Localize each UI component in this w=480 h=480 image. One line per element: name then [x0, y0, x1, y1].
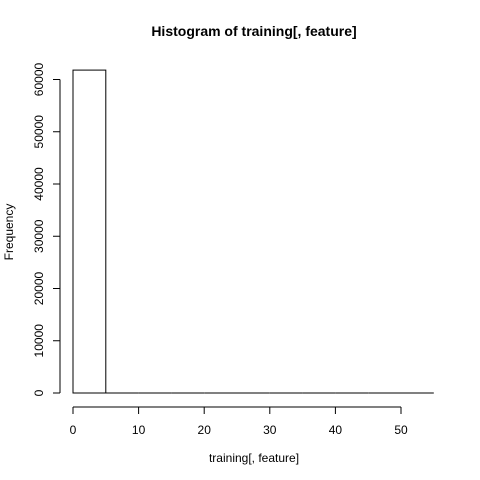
x-tick-label: 0: [70, 423, 77, 437]
histogram-bars: [73, 70, 434, 393]
x-axis: 0 10 20 30 40 50: [70, 407, 408, 437]
y-tick-label: 40000: [32, 167, 46, 201]
chart-title: Histogram of training[, feature]: [151, 23, 356, 39]
x-tick-label: 50: [394, 423, 408, 437]
x-tick-label: 20: [198, 423, 212, 437]
histogram-bar: [73, 70, 106, 393]
y-axis: 0 10000 20000 30000 40000 50000 60000: [32, 62, 60, 396]
x-tick-label: 10: [132, 423, 146, 437]
y-tick-label: 0: [32, 389, 46, 396]
x-tick-label: 30: [263, 423, 277, 437]
y-tick-label: 50000: [32, 115, 46, 149]
y-tick-label: 30000: [32, 219, 46, 253]
y-tick-label: 60000: [32, 62, 46, 96]
x-tick-label: 40: [329, 423, 343, 437]
y-axis-label: Frequency: [2, 204, 16, 261]
y-tick-label: 10000: [32, 324, 46, 358]
y-tick-label: 20000: [32, 271, 46, 305]
x-axis-label: training[, feature]: [209, 451, 299, 465]
